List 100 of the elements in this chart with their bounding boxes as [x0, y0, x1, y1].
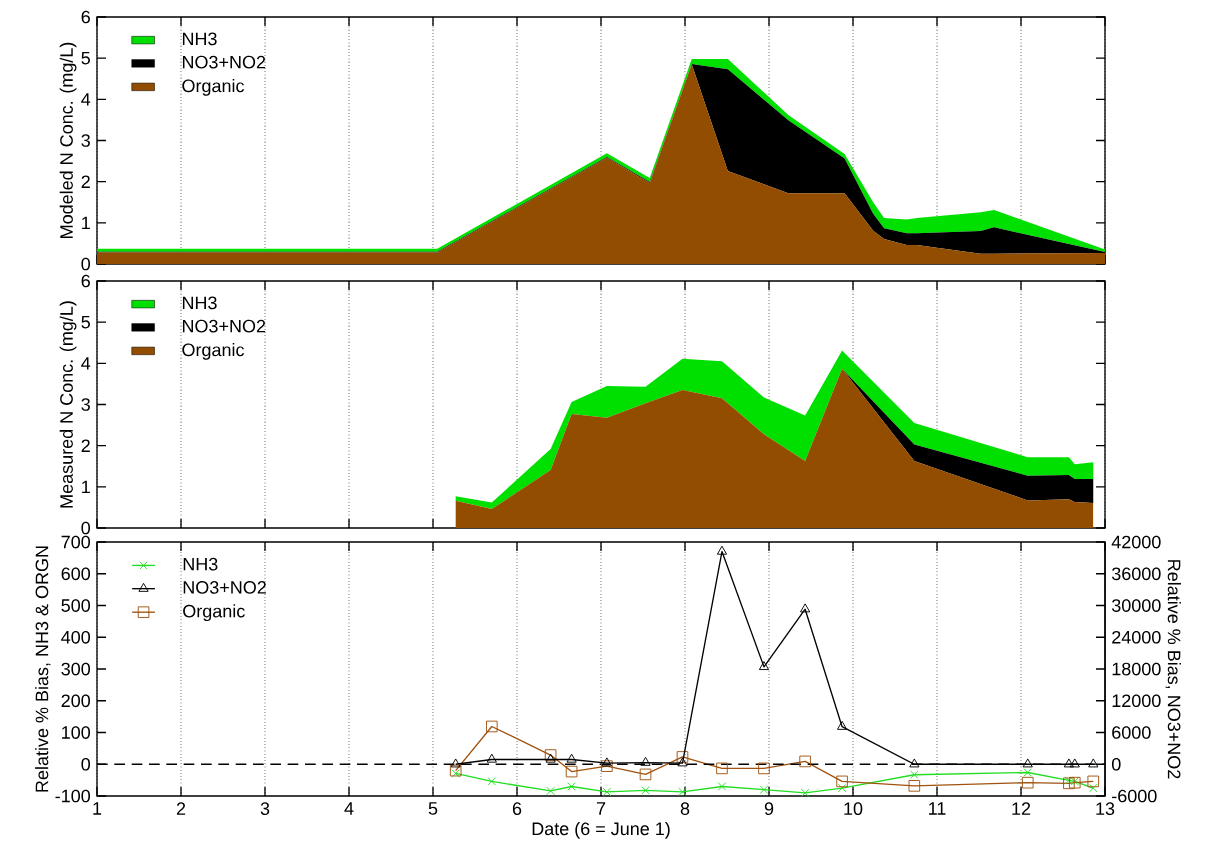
- x-tick-label: 11: [929, 802, 946, 815]
- point: [910, 770, 919, 779]
- point: [909, 758, 920, 768]
- point: [1021, 776, 1034, 789]
- y-tick-label: 1: [82, 480, 90, 494]
- point: [1063, 758, 1074, 768]
- x-tick-label: 12: [1012, 802, 1031, 815]
- y-tick-label: 0: [81, 521, 91, 535]
- point: [678, 787, 687, 797]
- y2-tick-label: 6000: [1112, 726, 1151, 739]
- point: [758, 661, 770, 671]
- point: [487, 777, 497, 786]
- y-tick-label: 3: [81, 134, 90, 147]
- y-tick-label: 500: [61, 599, 91, 612]
- point: [602, 787, 612, 797]
- point: [486, 720, 498, 733]
- point: [799, 755, 811, 768]
- y2-tick-label: 0: [1111, 757, 1121, 771]
- point: [601, 760, 613, 772]
- point: [837, 720, 848, 730]
- y2-tick-label: 36000: [1111, 567, 1161, 581]
- y-tick-label: 2: [81, 439, 90, 452]
- y-tick-label: 4: [81, 357, 91, 370]
- y2-tick-label: 42000: [1111, 535, 1161, 549]
- point: [1063, 777, 1075, 790]
- legend-label: NH3: [182, 32, 217, 46]
- point: [677, 757, 688, 767]
- legend-label: NO3+NO2: [182, 55, 266, 69]
- point: [545, 753, 556, 763]
- point: [676, 751, 689, 763]
- y-tick-label: 6: [81, 10, 90, 24]
- point: [1023, 768, 1032, 777]
- point: [1069, 758, 1080, 768]
- point: [449, 764, 462, 777]
- y-tick-label: 5: [81, 51, 90, 65]
- point: [717, 782, 727, 791]
- x-tick-label: 6: [512, 802, 522, 816]
- point: [639, 768, 652, 781]
- y-tick-label: 0: [81, 757, 91, 771]
- y-axis-title: Relative % Bias, NH3 & ORGN: [35, 546, 51, 792]
- point: [837, 783, 847, 793]
- y-axis-title: Modeled N Conc. (mg/L): [59, 42, 77, 238]
- y-tick-label: 600: [61, 567, 91, 581]
- point: [1022, 758, 1033, 768]
- y-tick-label: 700: [61, 535, 91, 549]
- point: [641, 786, 650, 795]
- y2-tick-label: -6000: [1112, 789, 1157, 803]
- y-tick-label: -100: [55, 789, 91, 803]
- x-tick-label: 10: [844, 802, 863, 816]
- y2-tick-label: 24000: [1112, 630, 1161, 644]
- x-tick-label: 3: [260, 802, 270, 816]
- y2-tick-label: 12000: [1112, 694, 1161, 708]
- x-tick-label: 7: [596, 802, 606, 815]
- legend-label: NO3+NO2: [182, 319, 266, 333]
- y-tick-label: 200: [61, 694, 91, 708]
- x-axis-title: Date (6 = June 1): [532, 821, 670, 839]
- point: [565, 765, 578, 778]
- point: [836, 775, 848, 788]
- x-tick-label: 5: [428, 802, 438, 815]
- point: [908, 780, 921, 792]
- point: [544, 749, 557, 761]
- point: [567, 782, 576, 791]
- point: [450, 758, 461, 768]
- x-tick-label: 13: [1096, 802, 1115, 816]
- y2-tick-label: 18000: [1112, 662, 1161, 676]
- legend-label: NH3: [183, 557, 218, 571]
- point: [759, 785, 769, 794]
- y-tick-label: 400: [61, 630, 91, 644]
- legend-label: NO3+NO2: [183, 581, 266, 594]
- x-tick-label: 9: [764, 802, 774, 816]
- y-tick-label: 100: [62, 726, 91, 739]
- point: [800, 603, 811, 613]
- x-tick-label: 8: [680, 802, 690, 816]
- x-tick-label: 2: [176, 802, 186, 815]
- legend-label: Organic: [182, 79, 245, 96]
- y-tick-label: 2: [81, 175, 90, 188]
- point: [546, 786, 555, 796]
- point: [800, 788, 810, 798]
- point: [716, 762, 728, 775]
- y2-tick-label: 30000: [1111, 599, 1161, 612]
- y-axis-title: Measured N Conc. (mg/L): [59, 301, 77, 508]
- y2-axis-title: Relative % Bias, NO3+NO2: [1165, 560, 1181, 779]
- point: [601, 757, 612, 767]
- y-tick-label: 6: [81, 274, 90, 288]
- y-tick-label: 3: [81, 398, 90, 411]
- x-tick-label: 1: [93, 802, 102, 815]
- point: [1087, 775, 1100, 788]
- point: [1089, 783, 1098, 793]
- point: [1088, 758, 1099, 768]
- legend-label: Organic: [182, 343, 245, 360]
- y-tick-label: 4: [81, 93, 91, 106]
- y-tick-label: 0: [81, 257, 91, 271]
- point: [716, 545, 728, 555]
- point: [758, 762, 770, 775]
- point: [640, 756, 651, 766]
- legend-label: Organic: [183, 604, 245, 622]
- x-tick-label: 4: [344, 802, 354, 815]
- y-tick-label: 1: [82, 216, 90, 230]
- y-tick-label: 5: [81, 315, 90, 329]
- y-tick-label: 300: [61, 662, 91, 676]
